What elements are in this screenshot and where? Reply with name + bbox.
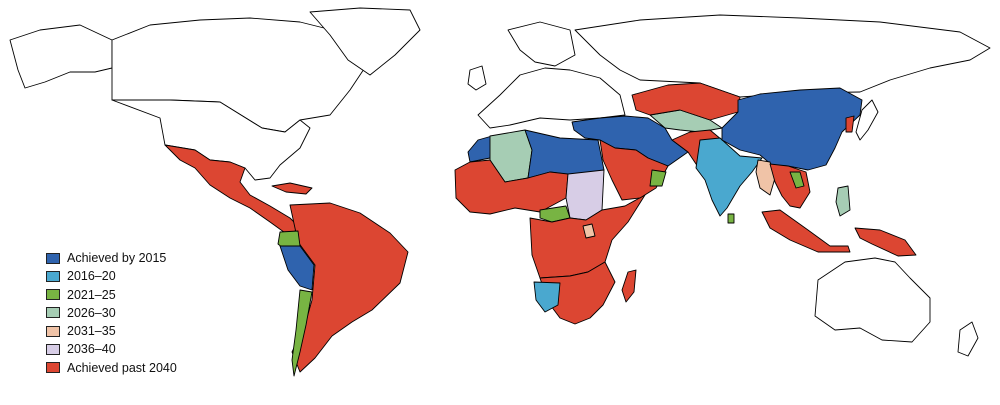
legend-item-2021-25: 2021–25 — [46, 286, 177, 304]
region-korea — [845, 115, 855, 133]
legend-item-2026-30: 2026–30 — [46, 304, 177, 322]
region-oman — [649, 169, 667, 187]
region-caribbean — [271, 182, 313, 195]
region-chile — [291, 289, 313, 377]
legend-swatch — [46, 270, 60, 282]
region-scandinavia — [507, 21, 576, 67]
region-north-africa-west — [467, 135, 493, 163]
region-southern-africa — [539, 261, 616, 325]
legend-swatch — [46, 307, 60, 319]
legend-label: 2016–20 — [67, 269, 116, 284]
region-europe — [477, 67, 626, 129]
region-japan — [855, 99, 879, 141]
region-vietnam — [789, 171, 805, 189]
region-china-mongolia — [721, 87, 863, 171]
region-alaska — [9, 24, 113, 89]
legend-item-2031-35: 2031–35 — [46, 322, 177, 340]
region-kenya — [582, 223, 596, 239]
legend-swatch — [46, 343, 60, 355]
legend-item-2016-20: 2016–20 — [46, 267, 177, 285]
region-philippines — [835, 185, 851, 217]
legend-label: Achieved by 2015 — [67, 251, 167, 265]
region-peru — [279, 245, 315, 291]
region-namibia — [533, 281, 561, 313]
region-sri-lanka — [727, 213, 735, 224]
legend-item-achieved-by-2015: Achieved by 2015 — [46, 249, 177, 267]
region-kazakhstan — [631, 82, 741, 121]
legend-item-2036-40: 2036–40 — [46, 340, 177, 358]
region-new-zealand — [957, 321, 979, 357]
region-uk — [467, 65, 487, 91]
map-legend: Achieved by 2015 2016–20 2021–25 2026–30… — [46, 249, 177, 377]
region-greenland — [309, 7, 421, 76]
region-australia — [814, 257, 931, 343]
region-madagascar — [621, 269, 637, 303]
region-russia — [574, 14, 991, 98]
legend-label: 2036–40 — [67, 342, 116, 357]
legend-swatch — [46, 362, 60, 374]
legend-label: 2021–25 — [67, 287, 116, 302]
legend-label: Achieved past 2040 — [67, 360, 177, 375]
legend-item-achieved-past-2040: Achieved past 2040 — [46, 359, 177, 377]
legend-swatch — [46, 252, 60, 264]
region-myanmar — [755, 159, 776, 196]
legend-label: 2026–30 — [67, 305, 116, 320]
region-indonesia — [761, 209, 851, 253]
region-south-america — [289, 202, 409, 373]
legend-swatch — [46, 289, 60, 301]
legend-label: 2031–35 — [67, 324, 116, 339]
legend-swatch — [46, 325, 60, 337]
region-india — [695, 137, 763, 217]
region-new-guinea — [854, 227, 917, 257]
